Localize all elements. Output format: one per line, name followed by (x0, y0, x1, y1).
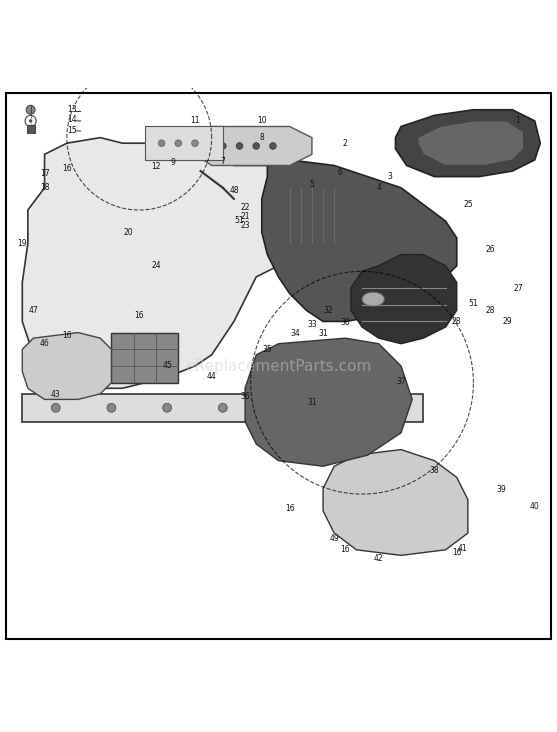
Text: 12: 12 (151, 162, 161, 171)
Ellipse shape (270, 143, 276, 149)
Text: 26: 26 (485, 244, 495, 253)
Polygon shape (351, 255, 457, 344)
Circle shape (26, 105, 35, 114)
Text: 38: 38 (429, 466, 439, 475)
Text: 31: 31 (307, 397, 317, 407)
Text: 19: 19 (17, 239, 27, 248)
Polygon shape (245, 338, 412, 466)
Text: 2: 2 (343, 138, 348, 148)
Text: 51: 51 (468, 299, 478, 308)
Circle shape (51, 403, 60, 412)
Text: 18: 18 (40, 183, 50, 193)
FancyBboxPatch shape (6, 93, 551, 639)
Text: 28: 28 (485, 306, 495, 315)
Circle shape (374, 403, 383, 412)
Circle shape (107, 403, 116, 412)
Circle shape (175, 140, 182, 146)
Text: 44: 44 (207, 372, 217, 381)
Text: 45: 45 (162, 362, 172, 370)
Text: 24: 24 (151, 261, 161, 270)
FancyBboxPatch shape (22, 394, 423, 422)
Text: 16: 16 (62, 331, 72, 340)
Text: 30: 30 (340, 318, 350, 327)
Circle shape (163, 403, 172, 412)
Text: 35: 35 (262, 345, 272, 354)
Text: 22: 22 (240, 203, 250, 212)
Ellipse shape (362, 292, 384, 306)
Text: 34: 34 (290, 329, 300, 338)
Text: 16: 16 (62, 164, 72, 173)
Circle shape (274, 403, 283, 412)
Text: 25: 25 (463, 200, 473, 209)
Text: 40: 40 (530, 502, 540, 511)
Text: 47: 47 (28, 306, 38, 315)
FancyBboxPatch shape (111, 332, 178, 383)
Text: 23: 23 (240, 221, 250, 230)
Polygon shape (418, 121, 524, 165)
Circle shape (158, 140, 165, 146)
Polygon shape (395, 110, 540, 176)
Text: 28: 28 (452, 317, 462, 326)
Text: 16: 16 (340, 545, 350, 554)
Text: 14: 14 (67, 116, 77, 124)
Ellipse shape (236, 143, 243, 149)
Text: 43: 43 (51, 390, 61, 400)
Text: 3: 3 (388, 172, 392, 181)
Text: 17: 17 (40, 169, 50, 179)
Text: 36: 36 (240, 392, 250, 401)
Text: 49: 49 (329, 534, 339, 543)
FancyBboxPatch shape (145, 127, 223, 160)
Text: 16: 16 (285, 504, 295, 512)
Circle shape (192, 140, 198, 146)
Text: 42: 42 (374, 553, 384, 563)
Polygon shape (262, 160, 457, 321)
Text: 20: 20 (123, 228, 133, 237)
Polygon shape (323, 449, 468, 556)
Text: 7: 7 (221, 157, 225, 165)
Text: 29: 29 (502, 317, 512, 326)
Text: 10: 10 (257, 116, 267, 125)
Text: 32: 32 (324, 306, 334, 315)
Polygon shape (22, 138, 334, 388)
Circle shape (218, 403, 227, 412)
Text: 5: 5 (310, 181, 314, 190)
Text: 33: 33 (307, 320, 317, 329)
Text: 16: 16 (452, 548, 462, 557)
Ellipse shape (219, 143, 226, 149)
Text: 39: 39 (496, 485, 506, 494)
Text: 46: 46 (40, 339, 50, 348)
Text: 13: 13 (67, 105, 77, 114)
Circle shape (330, 403, 339, 412)
Text: 9: 9 (170, 158, 175, 167)
Text: 11: 11 (190, 116, 200, 125)
Text: 16: 16 (134, 311, 144, 321)
Circle shape (29, 119, 32, 122)
FancyBboxPatch shape (27, 125, 35, 133)
Polygon shape (22, 332, 111, 400)
Text: 48: 48 (229, 186, 239, 195)
Text: 27: 27 (513, 283, 523, 293)
Text: 6: 6 (338, 168, 342, 176)
Text: 31: 31 (318, 329, 328, 338)
Text: 1: 1 (516, 116, 520, 125)
Ellipse shape (253, 143, 260, 149)
Text: 21: 21 (240, 212, 250, 221)
Polygon shape (195, 127, 312, 165)
Text: 4: 4 (377, 183, 381, 193)
Text: 37: 37 (396, 377, 406, 386)
Text: 41: 41 (457, 544, 467, 553)
Text: 8: 8 (260, 133, 264, 142)
Text: 51: 51 (234, 215, 245, 225)
Text: 15: 15 (67, 126, 77, 135)
Text: eReplacementParts.com: eReplacementParts.com (185, 359, 372, 373)
